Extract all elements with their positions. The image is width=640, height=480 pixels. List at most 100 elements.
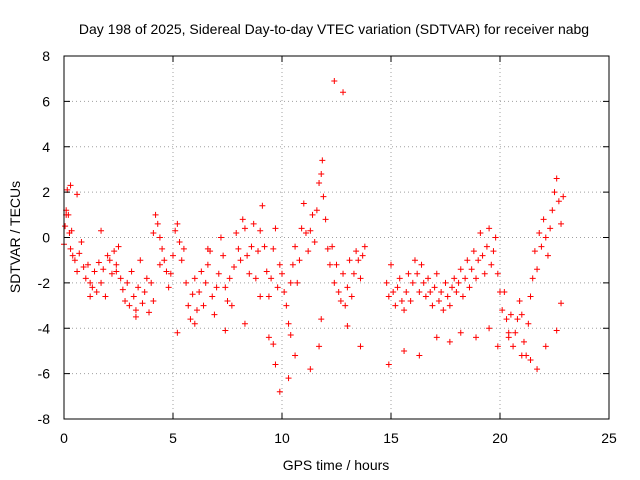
data-point xyxy=(486,225,493,232)
data-point xyxy=(287,332,294,339)
data-point xyxy=(292,243,299,250)
data-point xyxy=(220,252,227,259)
data-point xyxy=(74,268,81,275)
x-tick-label: 25 xyxy=(601,430,617,446)
y-tick-label: 2 xyxy=(42,184,50,200)
data-point xyxy=(87,293,94,300)
data-point xyxy=(527,357,534,364)
data-point xyxy=(241,320,248,327)
data-point xyxy=(170,252,176,259)
data-point xyxy=(135,284,142,291)
data-point xyxy=(394,284,401,291)
data-point xyxy=(475,257,482,264)
data-point xyxy=(520,338,527,345)
data-point xyxy=(132,307,139,314)
data-point xyxy=(414,270,421,277)
data-point xyxy=(67,245,74,252)
data-point xyxy=(431,284,438,291)
y-tick-label: -2 xyxy=(38,275,51,291)
data-point xyxy=(257,293,264,300)
data-point xyxy=(176,239,183,246)
data-point xyxy=(320,193,327,200)
data-point xyxy=(361,243,368,250)
data-point xyxy=(435,298,442,305)
data-point xyxy=(518,311,525,318)
data-point xyxy=(276,261,283,268)
data-point xyxy=(130,293,137,300)
data-point xyxy=(296,257,303,264)
tick-labels: 0 5 10 15 20 25 -8 -6 -4 -2 0 2 4 6 8 xyxy=(38,48,617,446)
data-point xyxy=(383,279,390,286)
data-point xyxy=(553,175,560,182)
data-point xyxy=(117,275,124,282)
data-point xyxy=(87,279,94,286)
data-point xyxy=(558,300,565,307)
data-point xyxy=(516,298,523,305)
data-point xyxy=(252,275,259,282)
data-point xyxy=(265,293,272,300)
data-point xyxy=(148,279,155,286)
data-point xyxy=(200,302,207,309)
data-point xyxy=(119,286,126,293)
data-point xyxy=(518,352,525,359)
data-point xyxy=(185,302,192,309)
data-point xyxy=(385,361,392,368)
data-point xyxy=(542,234,549,241)
data-point xyxy=(276,388,283,395)
data-point xyxy=(527,293,534,300)
data-point xyxy=(167,270,174,277)
data-point xyxy=(326,261,333,268)
data-point xyxy=(418,261,425,268)
y-tick-label: 8 xyxy=(42,48,50,64)
data-point xyxy=(113,268,120,275)
data-point xyxy=(438,288,445,295)
data-point xyxy=(538,243,545,250)
y-tick-label: 4 xyxy=(42,139,50,155)
data-point xyxy=(340,270,347,277)
data-points xyxy=(61,77,567,395)
data-point xyxy=(403,288,410,295)
data-point xyxy=(193,307,200,314)
data-point xyxy=(466,284,473,291)
data-point xyxy=(67,182,74,189)
data-point xyxy=(357,275,364,282)
data-point xyxy=(344,284,351,291)
data-point xyxy=(316,343,323,350)
data-point xyxy=(183,279,190,286)
data-point xyxy=(113,261,120,268)
data-point xyxy=(401,347,408,354)
data-point xyxy=(228,302,235,309)
data-point xyxy=(191,275,198,282)
data-point xyxy=(231,263,238,270)
data-point xyxy=(156,234,163,241)
data-point xyxy=(257,227,264,234)
data-point xyxy=(204,245,211,252)
data-point xyxy=(468,266,475,273)
data-point xyxy=(91,268,98,275)
data-point xyxy=(292,352,299,359)
data-point xyxy=(411,257,418,264)
data-point xyxy=(108,270,115,277)
data-point xyxy=(488,261,495,268)
data-point xyxy=(202,279,209,286)
data-point xyxy=(534,366,541,373)
data-point xyxy=(348,293,355,300)
data-point xyxy=(102,293,109,300)
data-point xyxy=(492,234,499,241)
data-point xyxy=(514,316,521,323)
data-point xyxy=(246,270,253,277)
data-point xyxy=(555,198,562,205)
data-point xyxy=(331,279,338,286)
data-point xyxy=(98,279,105,286)
data-point xyxy=(337,298,344,305)
data-point xyxy=(84,261,91,268)
data-point xyxy=(279,270,285,277)
data-point xyxy=(104,252,111,259)
data-point xyxy=(115,243,122,250)
data-point xyxy=(551,189,558,196)
y-axis-label: SDTVAR / TECUs xyxy=(7,181,23,293)
data-point xyxy=(442,279,449,286)
data-point xyxy=(353,248,360,255)
data-point xyxy=(300,200,307,207)
data-point xyxy=(473,275,480,282)
